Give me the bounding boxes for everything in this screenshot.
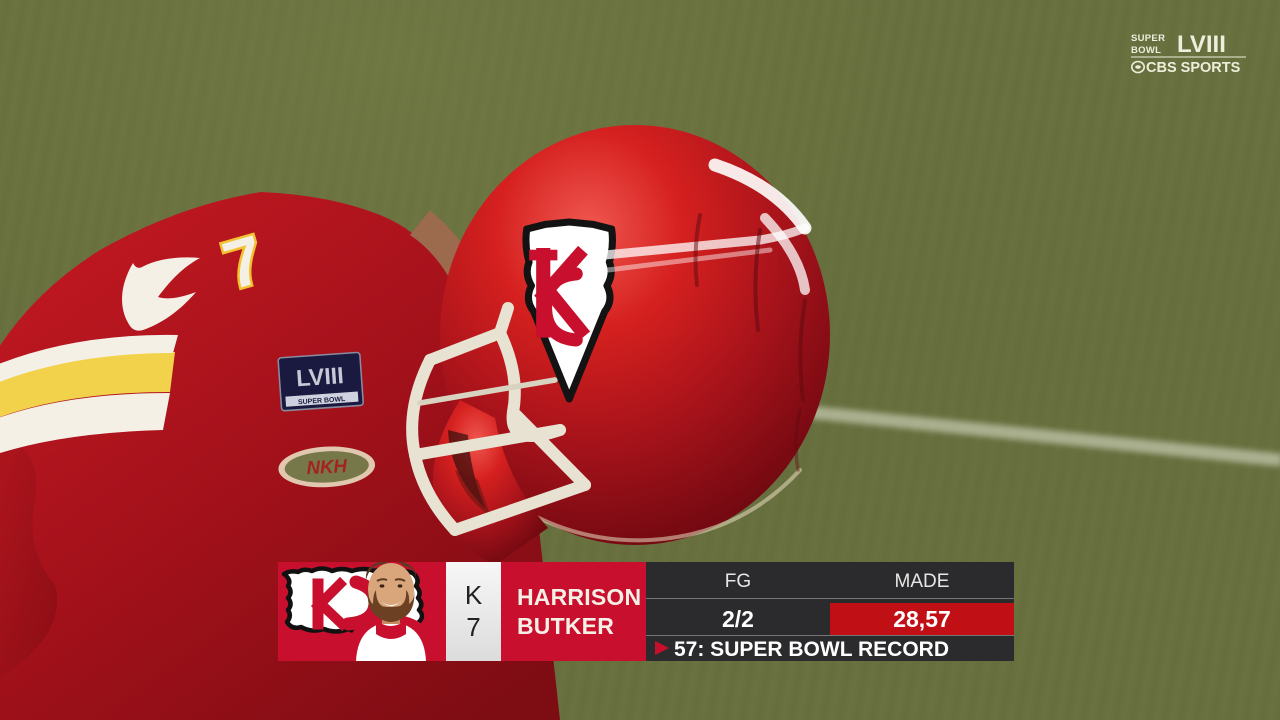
svg-text:LVIII: LVIII: [295, 362, 344, 391]
svg-text:NKH: NKH: [306, 455, 348, 478]
